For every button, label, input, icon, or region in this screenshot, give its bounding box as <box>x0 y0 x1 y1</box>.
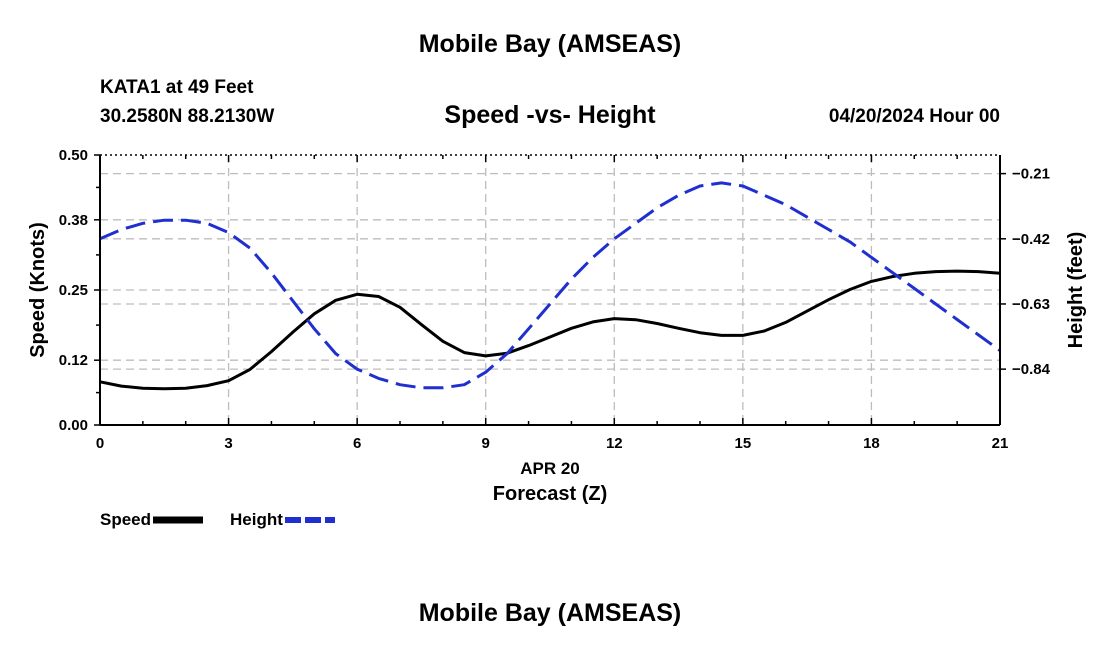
series-height-line <box>99 181 1001 390</box>
x-axis-sublabel: APR 20 <box>520 459 580 478</box>
series-layer <box>99 181 1001 391</box>
x-tick-label: 9 <box>482 435 490 452</box>
legend-height-label: Height <box>230 510 283 529</box>
series-speed-line <box>99 269 1001 391</box>
x-tick-label: 3 <box>224 435 232 452</box>
x-tick-label: 15 <box>735 435 752 452</box>
y-tick-label: 0.25 <box>59 282 88 299</box>
grid <box>100 155 1000 425</box>
x-tick-label: 18 <box>863 435 880 452</box>
station-coordinates: 30.2580N 88.2130W <box>100 106 275 127</box>
x-axis-label: Forecast (Z) <box>493 483 607 505</box>
x-tick-label: 12 <box>606 435 623 452</box>
legend-height-swatch <box>284 517 335 523</box>
chart-title: Mobile Bay (AMSEAS) <box>418 30 682 58</box>
x-tick-label: 0 <box>96 435 104 452</box>
y2-tick-label: −0.42 <box>1012 231 1050 248</box>
chart-subtitle: Speed -vs- Height <box>444 101 656 129</box>
y-tick-label: 0.38 <box>59 212 88 229</box>
y2-axis-label: Height (feet) <box>1065 232 1087 349</box>
x-tick-label: 6 <box>353 435 361 452</box>
footer-title: Mobile Bay (AMSEAS) <box>418 599 682 627</box>
y-axis-label: Speed (Knots) <box>27 222 49 358</box>
legend-height: Height <box>230 509 337 531</box>
x-tick-label: 21 <box>992 435 1009 452</box>
y2-tick-label: −0.21 <box>1012 166 1050 183</box>
y-tick-label: 0.50 <box>59 147 88 164</box>
legend-speed-swatch <box>153 516 204 524</box>
legend-speed-label: Speed <box>100 510 152 529</box>
station-label: KATA1 at 49 Feet <box>100 77 254 98</box>
y-tick-label: 0.12 <box>59 352 88 369</box>
y2-tick-label: −0.63 <box>1012 296 1050 313</box>
axes: 0 3 6 9 12 15 18 21 0.00 0.12 0.25 0.38 0.50 −0.84 −0.… <box>59 147 1051 452</box>
y-tick-label: 0.00 <box>59 417 88 434</box>
y2-tick-label: −0.84 <box>1012 361 1051 378</box>
forecast-datetime: 04/20/2024 Hour 00 <box>828 106 1000 127</box>
axis-labels: APR 20 Forecast (Z) Speed (Knots) Height… <box>27 222 1087 505</box>
legend-speed: Speed <box>100 509 205 531</box>
